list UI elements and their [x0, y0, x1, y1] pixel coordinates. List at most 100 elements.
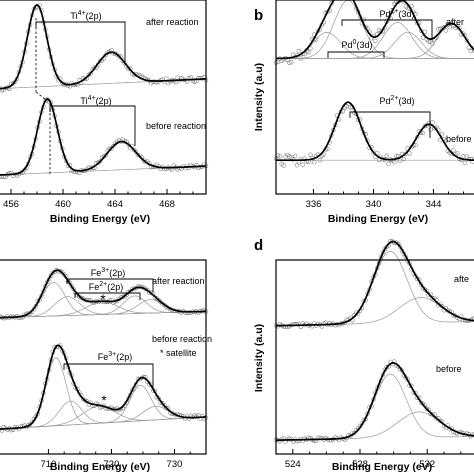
panel-b-data-point [308, 152, 313, 157]
panel-b-data-point [464, 154, 470, 159]
panel-c-fit-envelope [0, 344, 206, 430]
panel-c-component-peak [0, 405, 206, 430]
panel-b-data-point [401, 157, 407, 162]
panel-c-satellite-legend: * satellite [160, 348, 197, 358]
panel-b-condition-top: after [446, 17, 464, 27]
panel-a-data-point [82, 76, 88, 82]
panel-c-satellite-star-bottom: * [101, 392, 107, 408]
panel-b-data-point [472, 156, 474, 161]
panel-b-data-point [308, 46, 313, 51]
panel-d-x-ticks: 524 528 532 [285, 449, 462, 470]
panel-a-data-point [97, 159, 103, 164]
panel-b-data-point [472, 48, 474, 53]
panel-d-x-label: Binding Energy (eV) [332, 461, 432, 473]
panel-c-condition-bottom: before reaction [152, 334, 212, 344]
panel-c-data-point [79, 295, 84, 301]
panel-b-data-point [317, 158, 323, 163]
panel-d-data-point [397, 244, 403, 249]
panel-b-data-point [451, 148, 456, 153]
panel-a-data-point [103, 153, 108, 158]
panel-c-condition-top: after reaction [152, 276, 205, 286]
panel-b-data-point [298, 56, 303, 61]
panel-c-x-ticks: 710 720 730 [40, 449, 191, 470]
panel-a-data-point [164, 76, 169, 81]
panel-c-annotation-fe3-top: Fe3+(2p) [91, 267, 126, 278]
panel-c: 710 720 730 Binding Energy (eV) Fe3+(2p) F… [0, 259, 212, 473]
panel-b-data-point [443, 28, 449, 33]
panel-c-fit-envelope [0, 269, 206, 319]
panel-d-data-point [418, 282, 424, 287]
panel-a-x-tick-label: 464 [107, 199, 123, 210]
panel-b-x-tick-label: 340 [366, 199, 382, 210]
panel-c-data-point [82, 398, 88, 403]
panel-a-x-tick-label: 460 [55, 199, 71, 210]
panel-d-x-tick-label: 524 [285, 459, 301, 470]
panel-b-data-point [348, 105, 353, 110]
panel-b-fit-envelope [276, 0, 474, 60]
panel-b-data-point [292, 153, 298, 159]
panel-d-data-point [434, 416, 439, 421]
panel-b-data-point [281, 163, 286, 168]
panel-b-data-point [321, 152, 326, 157]
panel-b-bracket-pd2-bottom [349, 111, 431, 138]
panel-b-data-point [468, 48, 473, 54]
panel-b-x-tick-label: 344 [426, 199, 442, 210]
panel-b-data-point [413, 142, 418, 148]
panel-d-x-tick-label: 528 [352, 459, 368, 470]
panel-b-data-point [420, 35, 426, 40]
panel-b-letter: b [254, 7, 263, 24]
panel-d-fit-envelope [276, 240, 474, 327]
panel-a-dashed-connector [35, 91, 47, 101]
panel-d-component-peak [276, 250, 474, 327]
panel-c-x-label: Binding Energy (eV) [50, 461, 150, 473]
panel-d-data-point [352, 431, 357, 436]
panel-d-data-point [294, 322, 300, 327]
panel-d-component-peak [275, 411, 474, 441]
panel-d-data-point [329, 437, 334, 443]
panel-a-data-point [88, 71, 93, 76]
panel-c-annotation-fe3-bottom: Fe3+(2p) [98, 351, 133, 362]
panel-c-bracket-fe2 [74, 292, 141, 300]
panel-d-letter: d [254, 237, 263, 254]
panel-c-annotation-fe2: Fe2+(2p) [89, 281, 124, 292]
panel-a-data-point [135, 152, 141, 158]
panel-c-x-tick-label: 720 [104, 459, 120, 470]
panel-b-data-point [462, 160, 468, 166]
panel-a-data-point [116, 54, 122, 59]
panel-b-annotation-pd2-top: Pd2+(3d) [379, 8, 414, 19]
panel-a-condition-bottom: before reaction [146, 121, 206, 131]
panel-b-data-point [394, 153, 399, 159]
panel-a: 456 460 464 468 Binding Energy (eV) Ti4+(2p… [0, 0, 209, 225]
panel-c-x-tick-label: 730 [167, 459, 183, 470]
panel-d-frame [275, 259, 474, 455]
panel-d-condition-bottom: before [436, 364, 462, 374]
panel-b-data-point [464, 38, 470, 43]
panel-a-component-peak [0, 98, 206, 176]
panel-c-component-peak [0, 405, 206, 430]
panel-b-data-point [420, 130, 426, 136]
panel-b-fit-envelope [276, 101, 474, 162]
panel-c-data-point [164, 406, 169, 411]
panel-b-x-tick-label: 336 [306, 199, 322, 210]
panel-d-data-point [399, 368, 405, 373]
panel-d-data-point [438, 418, 443, 424]
panel-b-bracket-pd0 [327, 51, 385, 58]
panel-b-data-point [287, 60, 292, 65]
panel-d-data-point [430, 296, 435, 301]
panel-d-data-point [472, 316, 474, 321]
panel-b-plot-area [273, 0, 474, 168]
panel-a-data-point [126, 142, 131, 147]
panel-a-fit-envelope [0, 3, 206, 90]
panel-b-x-label: Binding Energy (eV) [328, 213, 428, 225]
panel-d-data-point [430, 412, 435, 417]
panel-c-satellite-star-top: * [100, 291, 106, 307]
panel-b-data-point [386, 161, 391, 166]
panel-a-annotation-top: Ti4+(2p) [70, 10, 101, 21]
panel-a-x-label: Binding Energy (eV) [50, 213, 150, 225]
panel-c-bracket-fe3-top [66, 278, 154, 292]
panel-c-data-point [50, 270, 55, 275]
panel-a-fit-envelope [0, 97, 206, 176]
panel-b-data-point [306, 49, 311, 55]
panel-d-x-tick-label: 532 [419, 459, 435, 470]
